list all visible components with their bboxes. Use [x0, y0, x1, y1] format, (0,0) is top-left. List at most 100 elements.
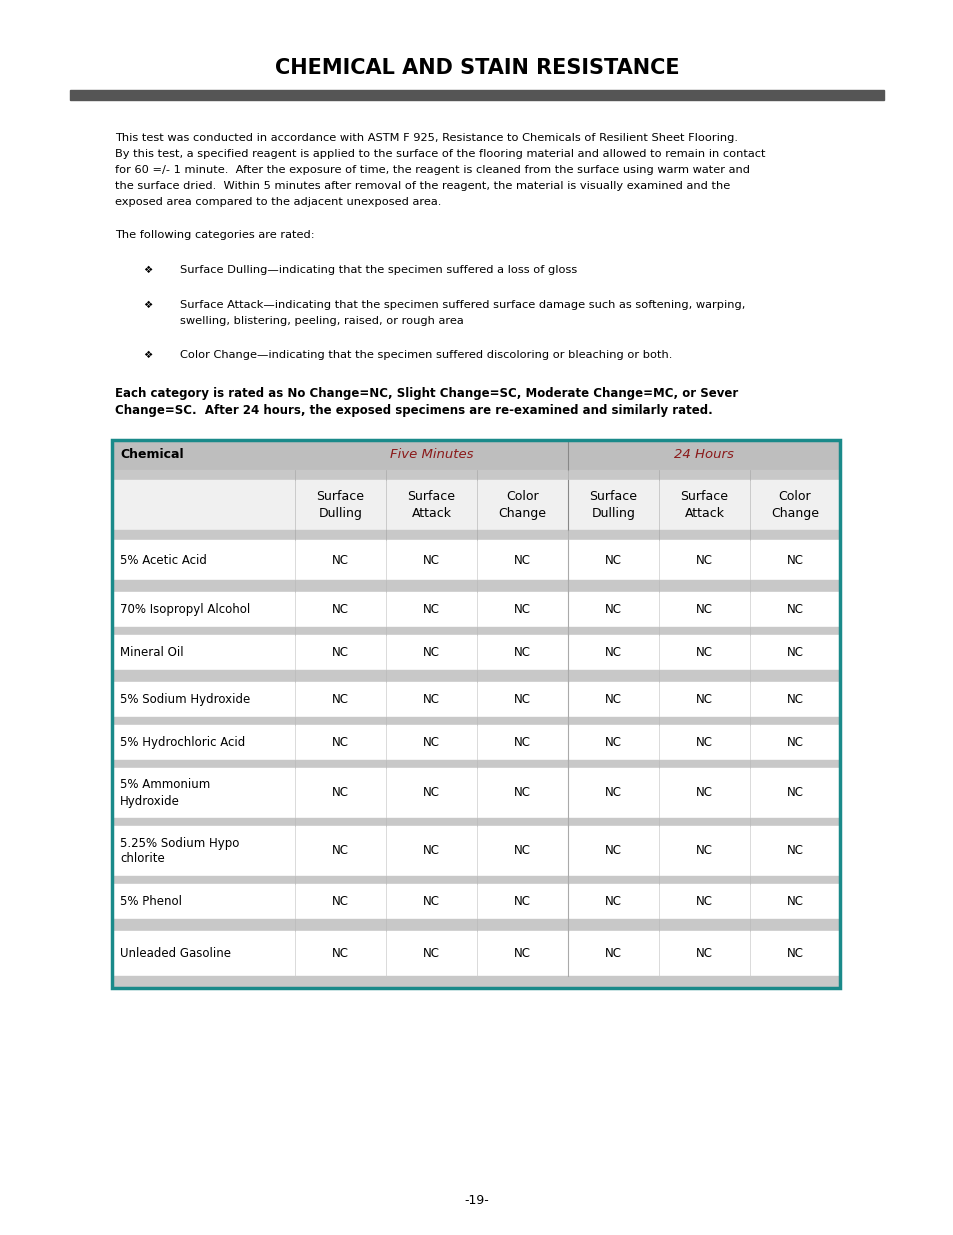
Text: NC: NC [696, 646, 712, 659]
Text: NC: NC [696, 553, 712, 567]
Text: NC: NC [696, 736, 712, 748]
Text: Mineral Oil: Mineral Oil [120, 646, 183, 659]
Text: exposed area compared to the adjacent unexposed area.: exposed area compared to the adjacent un… [115, 198, 441, 207]
Text: NC: NC [604, 603, 621, 616]
Text: NC: NC [514, 845, 531, 857]
Text: NC: NC [785, 947, 802, 960]
Text: NC: NC [696, 693, 712, 706]
Text: NC: NC [332, 646, 349, 659]
Text: ❖: ❖ [143, 300, 152, 310]
Text: NC: NC [785, 736, 802, 748]
Text: NC: NC [332, 947, 349, 960]
Text: NC: NC [785, 693, 802, 706]
Bar [112, 635, 840, 671]
Text: NC: NC [604, 646, 621, 659]
Bar [112, 725, 840, 760]
Text: NC: NC [514, 895, 531, 908]
Text: NC: NC [332, 895, 349, 908]
Text: -19-: -19- [464, 1193, 489, 1207]
Text: Surface: Surface [407, 490, 455, 504]
Text: NC: NC [604, 845, 621, 857]
Text: the surface dried.  Within 5 minutes after removal of the reagent, the material : the surface dried. Within 5 minutes afte… [115, 182, 729, 191]
Bar [112, 671, 840, 682]
Text: NC: NC [785, 603, 802, 616]
Text: Dulling: Dulling [318, 506, 362, 520]
Bar [112, 580, 840, 592]
Text: NC: NC [696, 787, 712, 799]
Text: Change=SC.  After 24 hours, the exposed specimens are re-examined and similarly : Change=SC. After 24 hours, the exposed s… [115, 404, 712, 417]
Text: 5% Sodium Hydroxide: 5% Sodium Hydroxide [120, 693, 250, 706]
Text: Surface Dulling—indicating that the specimen suffered a loss of gloss: Surface Dulling—indicating that the spec… [180, 266, 577, 275]
Bar [112, 627, 840, 635]
Text: NC: NC [785, 646, 802, 659]
Text: NC: NC [785, 553, 802, 567]
Bar [112, 876, 840, 884]
Bar [112, 682, 840, 718]
Text: NC: NC [604, 787, 621, 799]
Text: NC: NC [514, 947, 531, 960]
Bar [112, 976, 840, 988]
Text: This test was conducted in accordance with ASTM F 925, Resistance to Chemicals o: This test was conducted in accordance wi… [115, 133, 738, 143]
Text: NC: NC [332, 736, 349, 748]
Text: NC: NC [696, 845, 712, 857]
Text: 5% Acetic Acid: 5% Acetic Acid [120, 553, 207, 567]
Text: NC: NC [785, 895, 802, 908]
Text: Change: Change [498, 506, 546, 520]
Bar [112, 592, 840, 627]
Bar [112, 480, 840, 530]
Text: NC: NC [785, 845, 802, 857]
Text: chlorite: chlorite [120, 852, 165, 866]
Text: NC: NC [514, 646, 531, 659]
Text: NC: NC [604, 693, 621, 706]
Bar [112, 884, 840, 919]
Text: NC: NC [604, 553, 621, 567]
Bar [112, 471, 840, 480]
Text: NC: NC [514, 553, 531, 567]
Text: Attack: Attack [684, 506, 723, 520]
Text: CHEMICAL AND STAIN RESISTANCE: CHEMICAL AND STAIN RESISTANCE [274, 58, 679, 78]
Bar [112, 718, 840, 725]
Text: Surface: Surface [316, 490, 364, 504]
Bar [112, 826, 840, 876]
Text: Attack: Attack [411, 506, 451, 520]
Bar [112, 931, 840, 976]
Text: NC: NC [422, 646, 439, 659]
Text: NC: NC [514, 693, 531, 706]
Bar [112, 440, 840, 988]
Bar [112, 540, 840, 580]
Text: Each category is rated as No Change=NC, Slight Change=SC, Moderate Change=MC, or: Each category is rated as No Change=NC, … [115, 387, 738, 400]
Text: NC: NC [514, 736, 531, 748]
Text: Color Change—indicating that the specimen suffered discoloring or bleaching or b: Color Change—indicating that the specime… [180, 350, 672, 359]
Text: for 60 =/- 1 minute.  After the exposure of time, the reagent is cleaned from th: for 60 =/- 1 minute. After the exposure … [115, 165, 749, 175]
Text: Surface: Surface [679, 490, 728, 504]
Text: NC: NC [604, 736, 621, 748]
Text: 5% Ammonium: 5% Ammonium [120, 778, 210, 792]
Bar [112, 919, 840, 931]
Text: NC: NC [422, 736, 439, 748]
Text: NC: NC [332, 553, 349, 567]
Text: 5% Hydrochloric Acid: 5% Hydrochloric Acid [120, 736, 245, 748]
Bar [112, 440, 840, 471]
Text: Unleaded Gasoline: Unleaded Gasoline [120, 947, 231, 960]
Text: NC: NC [422, 553, 439, 567]
Text: By this test, a specified reagent is applied to the surface of the flooring mate: By this test, a specified reagent is app… [115, 149, 764, 159]
Text: NC: NC [332, 603, 349, 616]
Text: Dulling: Dulling [591, 506, 635, 520]
Text: 5% Phenol: 5% Phenol [120, 895, 182, 908]
Text: NC: NC [422, 895, 439, 908]
Text: Chemical: Chemical [120, 448, 183, 462]
Text: Color: Color [778, 490, 810, 504]
Text: Surface: Surface [589, 490, 637, 504]
Text: ❖: ❖ [143, 266, 152, 275]
Bar [112, 530, 840, 540]
Text: The following categories are rated:: The following categories are rated: [115, 230, 314, 240]
Text: NC: NC [514, 603, 531, 616]
Text: Color: Color [506, 490, 538, 504]
Text: NC: NC [422, 947, 439, 960]
Text: 5.25% Sodium Hypo: 5.25% Sodium Hypo [120, 836, 239, 850]
Bar [112, 818, 840, 826]
Bar [70, 90, 883, 100]
Text: NC: NC [332, 693, 349, 706]
Text: NC: NC [785, 787, 802, 799]
Text: Five Minutes: Five Minutes [390, 448, 473, 462]
